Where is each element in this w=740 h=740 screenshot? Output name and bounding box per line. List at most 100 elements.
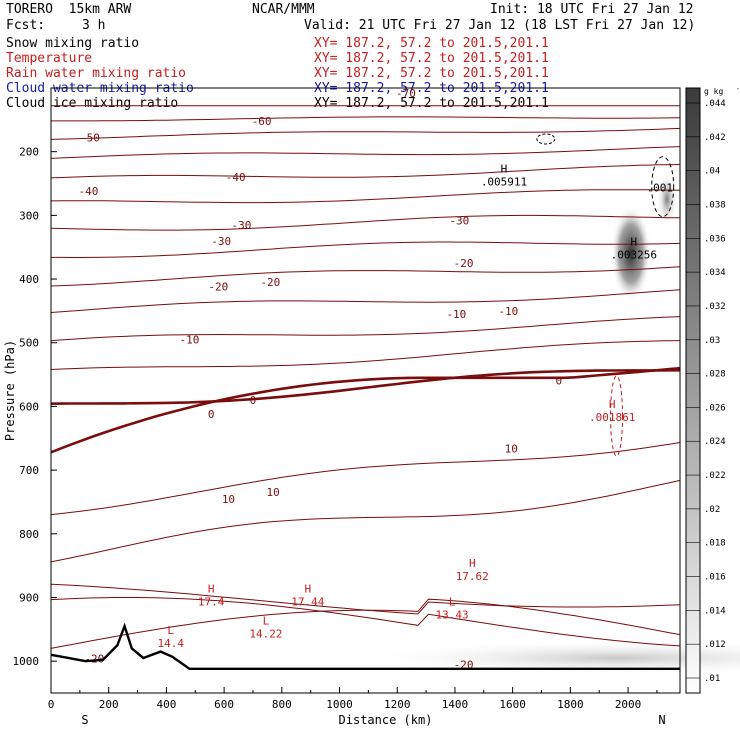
colorbar-label: .018 — [704, 539, 726, 549]
isotherm-label: -20 — [260, 276, 280, 289]
colorbar-label: .026 — [704, 403, 726, 413]
extremum-value: .005911 — [481, 175, 527, 188]
isotherm-label: -10 — [498, 305, 518, 318]
x-tick-label: 600 — [214, 698, 234, 711]
isotherm-line — [50, 189, 681, 204]
isotherm-line — [50, 146, 681, 159]
isotherm-line — [51, 116, 681, 122]
colorbar-label: .04 — [704, 167, 720, 177]
forecast-hour: 3 h — [82, 18, 106, 33]
extremum-value: .001861 — [589, 411, 635, 424]
plot-border — [50, 87, 681, 694]
moisture-contour — [50, 597, 681, 647]
isotherm-line — [50, 214, 681, 231]
colorbar-label: .03 — [704, 336, 720, 346]
isotherm-label: -30 — [449, 214, 469, 227]
y-tick-label: 300 — [19, 209, 39, 222]
model-title: TORERO 15km ARW — [6, 2, 132, 17]
isotherm-label: -60 — [252, 115, 272, 128]
extremum-value: 14.22 — [249, 628, 282, 641]
colorbar-label: .024 — [704, 437, 726, 447]
y-tick-label: 800 — [19, 528, 39, 541]
y-axis-label: Pressure (hPa) — [3, 340, 17, 441]
field-snow-name: Snow mixing ratio — [6, 36, 140, 51]
x-tick-label: 400 — [156, 698, 176, 711]
colorbar-label: .014 — [704, 606, 726, 616]
y-tick-label: 600 — [19, 400, 39, 413]
moisture-contours — [50, 133, 681, 649]
field-rain-xy: XY= 187.2, 57.2 to 201.5,201.1 — [314, 66, 549, 81]
isotherm-label: -20 — [84, 653, 104, 666]
isotherm-label: -70 — [396, 87, 416, 100]
colorbar-scale — [685, 87, 701, 694]
extremum-symbol: H — [609, 398, 616, 411]
y-tick-label: 500 — [19, 337, 39, 350]
isotherm-label: 0 — [208, 408, 215, 421]
x-tick-label: 800 — [272, 698, 292, 711]
moisture-contour — [50, 583, 681, 615]
terrain-line — [50, 622, 680, 670]
field-cloudice-xy: XY= 187.2, 57.2 to 201.5,201.1 — [314, 96, 549, 111]
colorbar-label: .032 — [704, 302, 726, 312]
extremum-value: 17.62 — [456, 570, 489, 583]
extremum-symbol: L — [449, 595, 456, 608]
extremum-symbol: H — [208, 583, 215, 596]
north-label: N — [658, 713, 665, 727]
forecast-label: Fcst: — [6, 18, 46, 33]
field-rain-name: Rain water mixing ratio — [6, 66, 187, 81]
colorbar-label: .038 — [704, 200, 726, 210]
extremum-symbol: H — [469, 557, 476, 570]
x-tick-label: 1000 — [326, 698, 353, 711]
terrain-profile — [50, 622, 680, 670]
center-title: NCAR/MMM — [252, 2, 315, 17]
x-tick-label: 2000 — [615, 698, 642, 711]
field-cloudice-name: Cloud ice mixing ratio — [6, 96, 179, 111]
extremum-symbol: H — [304, 583, 311, 596]
y-tick-label: 1000 — [13, 655, 40, 668]
cloud-ice-secondary — [657, 171, 678, 228]
x-tick-label: 1200 — [384, 698, 411, 711]
y-tick-label: 200 — [19, 146, 39, 159]
isotherm-line — [50, 127, 681, 140]
isotherm-label: 0 — [250, 394, 257, 407]
y-tick-label: 900 — [19, 591, 39, 604]
isotherm-label: 10 — [505, 442, 518, 455]
x-tick-label: 1600 — [499, 698, 526, 711]
colorbar-label: .042 — [704, 133, 726, 143]
snow-contour-small — [536, 133, 556, 145]
field-temperature-name: Temperature — [6, 51, 93, 66]
isotherm-line — [50, 368, 680, 405]
isotherm-label: -40 — [79, 185, 99, 198]
rain-water-contour — [610, 375, 624, 457]
isotherm-line — [50, 340, 681, 370]
colorbar-label: .022 — [704, 471, 726, 481]
colorbar: .01 .012 .014 .016 .018 .02 .022 .024 .026 .028 .0… — [685, 85, 740, 694]
isotherm-label: 0 — [556, 374, 563, 387]
isotherm-line — [51, 241, 681, 258]
field-snow-xy: XY= 187.2, 57.2 to 201.5,201.1 — [314, 36, 549, 51]
x-tick-label: 200 — [99, 698, 119, 711]
colorbar-unit: g kg — [704, 87, 723, 96]
extremum-value: 13.43 — [435, 608, 468, 621]
extremum-symbol: H — [501, 162, 508, 175]
isotherm-line — [50, 479, 681, 563]
x-axis-label: Distance (km) — [339, 713, 433, 727]
snow-contour — [651, 156, 675, 218]
rain-water-shading — [356, 639, 740, 676]
isotherm-label: -20 — [454, 257, 474, 270]
y-tick-label: 700 — [19, 464, 39, 477]
x-tick-label: 1400 — [442, 698, 469, 711]
isotherm-label: -30 — [231, 219, 251, 232]
colorbar-label: .01 — [704, 674, 720, 684]
plot-frame — [50, 87, 681, 694]
south-label: S — [81, 713, 88, 727]
colorbar-label: .028 — [704, 370, 726, 380]
colorbar-label: .036 — [704, 234, 726, 244]
extremum-value: .001 — [647, 182, 674, 195]
isotherm-label: -50 — [80, 132, 100, 145]
contour-labels: -60-50-40-40-30-30-30-20 -20-20-10-10 -100… — [79, 87, 673, 671]
isotherm-label: -30 — [211, 235, 231, 248]
colorbar-label: .016 — [704, 573, 726, 583]
colorbar-label: .012 — [704, 640, 726, 650]
